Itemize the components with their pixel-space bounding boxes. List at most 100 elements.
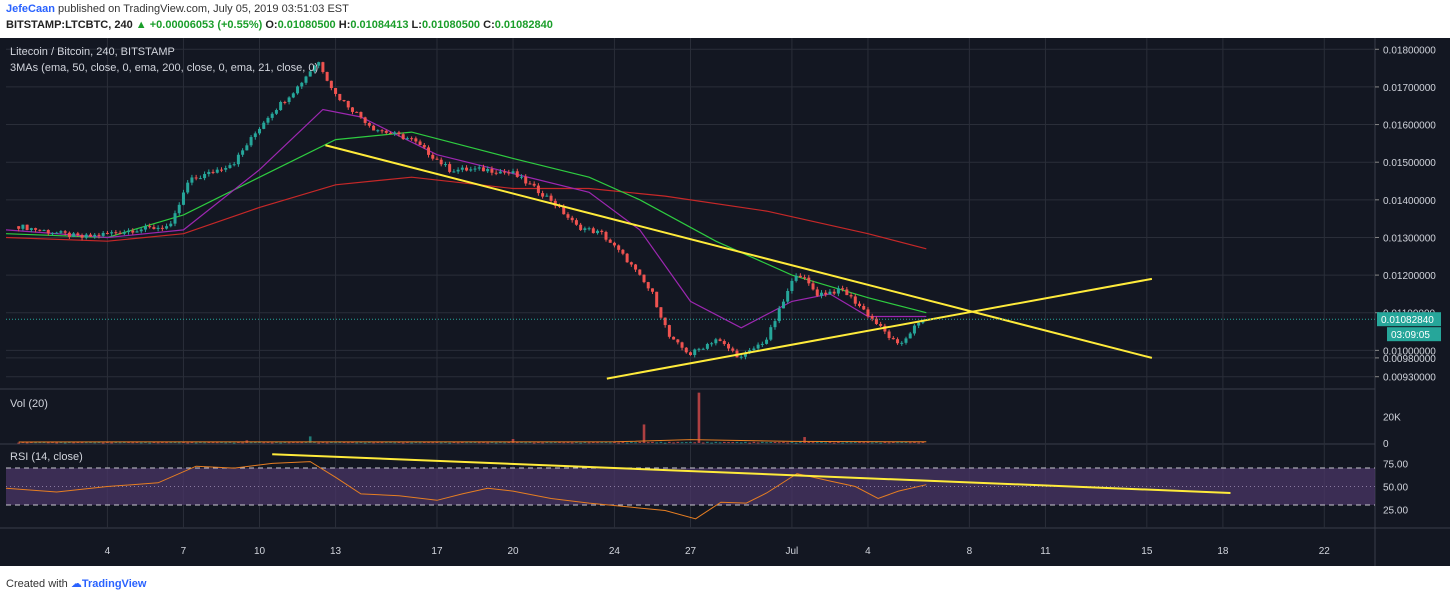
volume-bar [676, 441, 680, 443]
volume-bar [410, 442, 413, 444]
candle-body [156, 227, 160, 229]
candle-body [350, 107, 354, 112]
volume-bar [477, 442, 481, 444]
candle-body [697, 348, 701, 350]
volume-bar [182, 441, 185, 443]
candle-body [604, 231, 608, 240]
candle-body [152, 227, 156, 229]
volume-bar [190, 441, 194, 443]
volume-bar [659, 441, 663, 443]
volume-bar [355, 442, 359, 444]
candle-body [621, 249, 625, 254]
chart-canvas[interactable]: 0.01800000 0.01700000 0.01600000 0.01500000… [0, 38, 1450, 566]
author-link[interactable]: JefeCaan [6, 3, 55, 15]
candle-body [418, 141, 422, 145]
y-tick-label: 0.01500000 [1383, 158, 1436, 169]
candle-body [42, 230, 46, 232]
candle-body [274, 110, 278, 114]
open-label: O: [265, 19, 278, 31]
volume-bar [739, 442, 743, 444]
volume-bar [731, 442, 735, 444]
candle-body [781, 301, 785, 309]
volume-bar [706, 441, 709, 443]
candle-body [646, 282, 650, 289]
candle-body [384, 130, 388, 133]
volume-bar [110, 442, 113, 444]
volume-bar [790, 441, 794, 443]
candle-body [414, 138, 418, 142]
candle-body [900, 342, 904, 344]
candle-body [439, 159, 443, 165]
candle-body [494, 172, 498, 174]
volume-bar [482, 441, 485, 443]
candle-body [477, 167, 481, 169]
volume-bar [765, 442, 768, 444]
indicator-label: 3MAs (ema, 50, close, 0, ema, 200, close… [10, 62, 318, 74]
y-tick-label: 0.01400000 [1383, 196, 1436, 207]
y-tick-label: 0.01200000 [1383, 271, 1436, 282]
candle-body [253, 133, 257, 138]
volume-bar [342, 441, 346, 443]
volume-bar [828, 441, 832, 443]
volume-bar [646, 442, 650, 444]
volume-bar [655, 442, 658, 444]
volume-bar [393, 442, 397, 444]
candle-body [853, 296, 857, 304]
candle-body [456, 169, 460, 172]
candle-body [625, 253, 629, 263]
close-label: C: [483, 19, 495, 31]
tradingview-brand[interactable]: TradingView [81, 578, 147, 590]
volume-bar [866, 441, 870, 443]
volume-bar [697, 392, 701, 443]
candle-body [76, 233, 80, 236]
close-value: 0.01082840 [494, 19, 553, 31]
candle-body [443, 164, 447, 166]
volume-bar [693, 442, 697, 444]
candle-body [363, 117, 367, 123]
y-tick-label: 0.00930000 [1383, 373, 1436, 384]
candle-body [845, 289, 849, 296]
candle-body [574, 220, 578, 225]
candle-body [680, 342, 684, 348]
volume-bar [220, 441, 223, 443]
volume-bar [490, 441, 494, 443]
volume-bar [672, 442, 675, 444]
volume-bar [723, 441, 726, 443]
candle-body [304, 76, 308, 83]
candle-body [553, 200, 557, 206]
volume-bar [34, 442, 37, 444]
volume-bar [161, 441, 164, 443]
volume-bar [84, 442, 88, 444]
volume-ma-line [18, 439, 927, 443]
volume-bar [727, 442, 730, 444]
volume-bar [587, 442, 591, 444]
candle-body [849, 295, 853, 297]
volume-bar [499, 441, 502, 443]
volume-bar [169, 442, 173, 444]
candle-body [296, 86, 300, 94]
candle-body [773, 321, 777, 328]
candle-body [786, 290, 790, 302]
candle-body [401, 134, 405, 139]
volume-bar [211, 442, 215, 444]
volume-bar [414, 441, 418, 443]
rsi-title: RSI (14, close) [10, 451, 83, 463]
candle-body [422, 144, 426, 148]
volume-bar [423, 441, 426, 443]
candle-body [908, 333, 912, 339]
candle-body [338, 93, 342, 101]
volume-bar [617, 442, 620, 444]
candle-body [638, 269, 642, 275]
candle-body [507, 172, 511, 174]
candle-body [334, 88, 338, 94]
tradingview-logo-icon[interactable]: ☁ [70, 578, 82, 590]
chart-title: Litecoin / Bitcoin, 240, BITSTAMP [10, 46, 175, 58]
candle-body [921, 320, 925, 323]
volume-bar [42, 441, 46, 443]
rsi-y-tick-label: 50.00 [1383, 483, 1408, 494]
volume-bar [351, 441, 354, 443]
candle-body [346, 100, 350, 108]
volume-y-tick-label: 20K [1383, 413, 1401, 424]
volume-bar [908, 442, 912, 444]
volume-bar [131, 442, 135, 444]
